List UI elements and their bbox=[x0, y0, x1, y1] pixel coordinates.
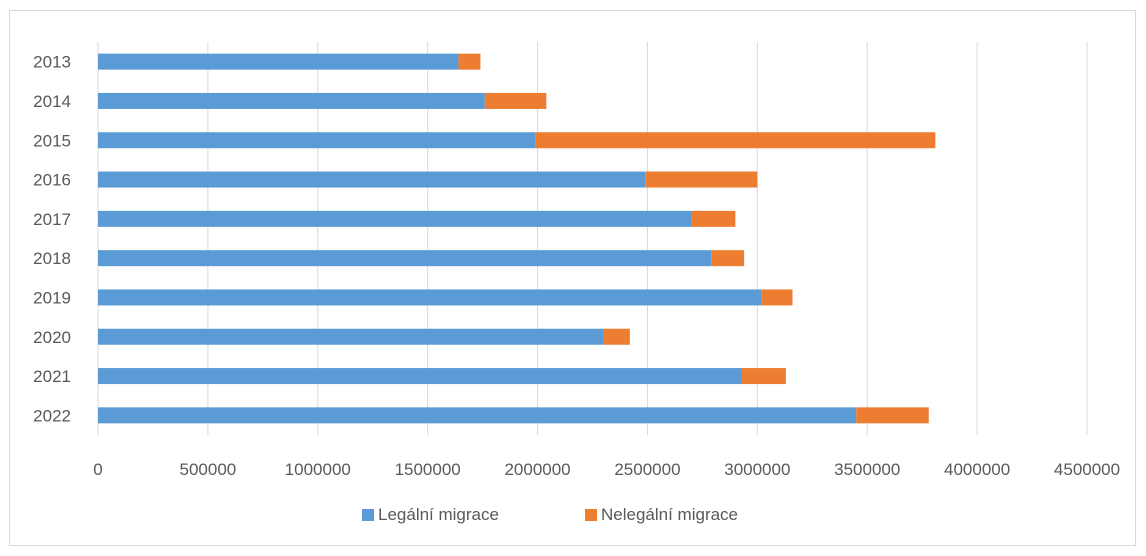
category-label-2013: 2013 bbox=[33, 53, 71, 72]
bar-2020-series-1 bbox=[603, 328, 630, 345]
category-label-2018: 2018 bbox=[33, 249, 71, 268]
bars bbox=[98, 53, 936, 424]
x-tick-label-5: 2500000 bbox=[614, 460, 680, 479]
x-tick-label-4: 2000000 bbox=[504, 460, 570, 479]
category-label-2016: 2016 bbox=[33, 171, 71, 190]
value-axis-labels: 0 500000 1000000 1500000 2000000 2500000 30000… bbox=[93, 460, 1120, 479]
category-label-2017: 2017 bbox=[33, 210, 71, 229]
legend-swatch-1 bbox=[585, 509, 597, 521]
category-label-2019: 2019 bbox=[33, 288, 71, 307]
bar-2015-series-1 bbox=[535, 132, 936, 149]
x-tick-label-3: 1500000 bbox=[395, 460, 461, 479]
x-tick-label-6: 3000000 bbox=[724, 460, 790, 479]
bar-2013-series-0 bbox=[98, 53, 459, 70]
bar-2014-series-1 bbox=[484, 92, 547, 109]
bar-2019-series-0 bbox=[98, 289, 762, 306]
bar-2016-series-0 bbox=[98, 171, 646, 188]
bar-2018-series-0 bbox=[98, 250, 712, 267]
bar-2019-series-1 bbox=[761, 289, 793, 306]
bar-2015-series-0 bbox=[98, 132, 536, 149]
x-tick-label-9: 4500000 bbox=[1054, 460, 1120, 479]
category-label-2022: 2022 bbox=[33, 406, 71, 425]
x-tick-label-7: 3500000 bbox=[834, 460, 900, 479]
x-tick-label-2: 1000000 bbox=[285, 460, 351, 479]
bar-2013-series-1 bbox=[458, 53, 481, 70]
category-label-2021: 2021 bbox=[33, 367, 71, 386]
category-axis-labels: 2013 2014 2015 2016 2017 2018 2019 2020 2021 2022 bbox=[33, 53, 71, 426]
legend-swatch-0 bbox=[362, 509, 374, 521]
x-tick-label-0: 0 bbox=[93, 460, 102, 479]
bar-2016-series-1 bbox=[645, 171, 758, 188]
bar-2018-series-1 bbox=[711, 250, 745, 267]
bar-2020-series-0 bbox=[98, 328, 604, 345]
bar-2014-series-0 bbox=[98, 92, 485, 109]
legend: Legální migrace Nelegální migrace bbox=[362, 505, 738, 524]
category-label-2015: 2015 bbox=[33, 131, 71, 150]
legend-label-0: Legální migrace bbox=[378, 505, 499, 524]
bar-2021-series-1 bbox=[741, 368, 786, 385]
legend-label-1: Nelegální migrace bbox=[601, 505, 738, 524]
x-tick-label-8: 4000000 bbox=[944, 460, 1010, 479]
bar-2017-series-0 bbox=[98, 210, 692, 227]
bar-2022-series-0 bbox=[98, 407, 857, 424]
bar-2017-series-1 bbox=[691, 210, 736, 227]
category-label-2020: 2020 bbox=[33, 328, 71, 347]
x-tick-label-1: 500000 bbox=[180, 460, 237, 479]
category-label-2014: 2014 bbox=[33, 92, 71, 111]
bar-2021-series-0 bbox=[98, 368, 742, 385]
bar-2022-series-1 bbox=[856, 407, 929, 424]
